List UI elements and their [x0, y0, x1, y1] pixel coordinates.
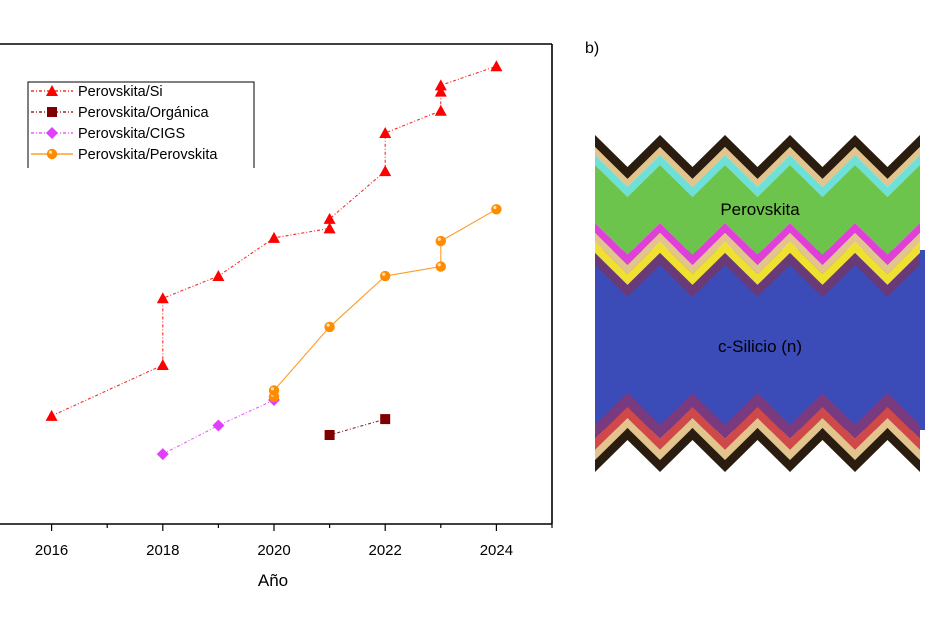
marker-highlight: [48, 150, 53, 154]
marker-highlight: [326, 323, 330, 327]
data-point: [212, 270, 225, 282]
data-point: [324, 321, 335, 333]
legend-item: Perovskita/Perovskita: [31, 147, 218, 163]
data-point: [45, 409, 58, 421]
layer-buffer-top: [595, 147, 920, 187]
layer-transport-mid: [595, 223, 920, 265]
data-point: [268, 231, 280, 243]
legend-label: Perovskita/Si: [78, 84, 163, 100]
layer-passivation-bottom: [595, 393, 920, 439]
layer-buffer-bottom: [595, 418, 920, 460]
x-tick-label: 2024: [480, 542, 513, 559]
data-point: [379, 127, 392, 139]
legend-marker: [46, 127, 58, 139]
x-tick-label: 2018: [146, 542, 179, 559]
data-point: [491, 204, 502, 215]
series-perovskita-si: [45, 60, 503, 421]
marker-highlight: [437, 263, 441, 267]
legend-item: Perovskita/Orgánica: [31, 105, 209, 121]
data-point: [379, 165, 392, 177]
panel-label-b: b): [585, 40, 599, 57]
perovskite-label: Perovskita: [720, 200, 800, 219]
series-line: [329, 418, 386, 436]
layer-recombination-1: [595, 233, 920, 274]
marker-highlight: [270, 387, 275, 391]
layer-electrode-bottom: [595, 428, 920, 472]
series-perovskita-org-nica: [324, 414, 391, 440]
legend-label: Perovskita/Perovskita: [78, 147, 218, 163]
legend-box: [27, 81, 255, 173]
silicon-label: c-Silicio (n): [718, 337, 802, 356]
x-axis-title: Año: [258, 571, 288, 590]
legend-marker: [46, 148, 58, 160]
layer-transport-top: [595, 155, 920, 197]
layer-electrode-top: [595, 135, 920, 179]
data-point: [380, 270, 391, 282]
marker-highlight: [493, 205, 497, 210]
legend-marker: [46, 85, 58, 96]
series-layer: [45, 60, 503, 461]
data-point: [212, 419, 225, 432]
layer-passivation-top: [595, 253, 920, 297]
legend: Perovskita/Si Perovskita/Orgánica Perovski…: [25, 81, 265, 176]
data-point: [323, 212, 336, 224]
data-point: [434, 85, 447, 97]
marker-highlight: [382, 272, 386, 276]
data-point: [434, 104, 447, 116]
data-point: [156, 448, 169, 461]
x-tick-label: 2020: [257, 542, 290, 559]
data-point: [324, 429, 335, 440]
data-point: [380, 414, 391, 425]
data-point: [434, 79, 447, 91]
layer-recombination-2: [595, 242, 920, 285]
legend-label: Perovskita/CIGS: [78, 126, 185, 142]
data-point: [435, 261, 446, 272]
legend-marker: [47, 107, 57, 117]
data-point: [323, 222, 336, 234]
data-point: [156, 292, 169, 304]
layer-stack: [595, 135, 925, 472]
x-axis: 2016 2018 2020 2022 2024: [0, 523, 553, 559]
layer-doped-bottom: [595, 407, 920, 450]
series-perovskita-perovskita: [268, 204, 502, 403]
legend-item: Perovskita/CIGS: [31, 126, 185, 142]
data-point: [156, 359, 169, 371]
data-point: [490, 60, 503, 72]
plot-frame: [0, 43, 553, 524]
data-point: [435, 235, 446, 247]
legend-box-mask: [25, 168, 265, 176]
x-tick-label: 2022: [369, 542, 402, 559]
data-point: [268, 385, 280, 396]
x-tick-label: 2016: [35, 542, 68, 559]
legend-item: Perovskita/Si: [31, 84, 163, 100]
legend-label: Perovskita/Orgánica: [78, 105, 209, 121]
marker-highlight: [437, 237, 441, 241]
layer-perovskite: [595, 165, 920, 255]
